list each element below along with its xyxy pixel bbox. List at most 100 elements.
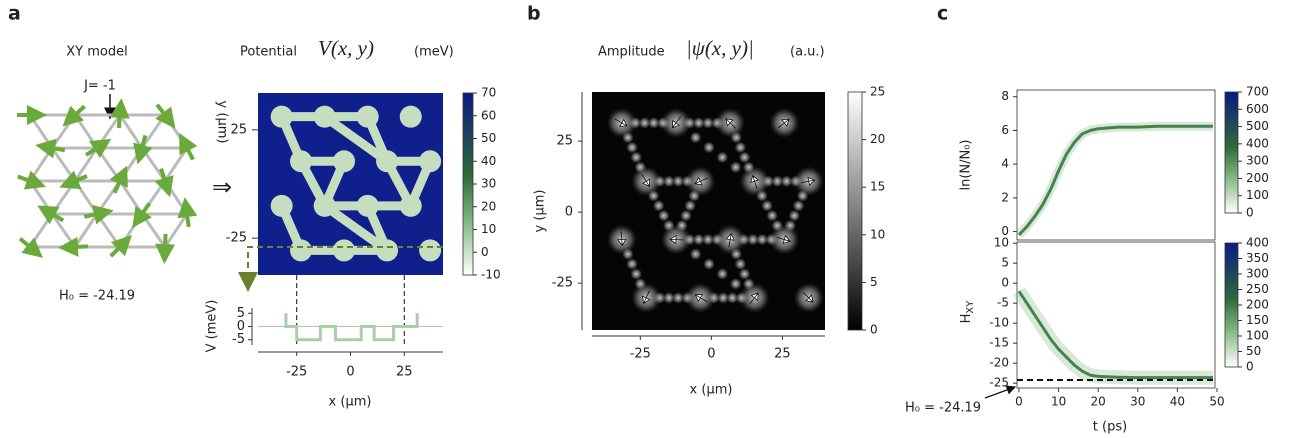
phase-arrow: [641, 174, 651, 187]
y-tick-label: -10: [989, 316, 1009, 330]
y-tick-label: 25: [230, 122, 247, 137]
y-tick-label: 25: [556, 134, 573, 149]
xy-lattice: [17, 98, 198, 264]
bead: [662, 291, 675, 304]
bead: [729, 161, 742, 174]
bond: [95, 114, 122, 149]
trap: [356, 105, 379, 128]
spin: [37, 205, 65, 225]
x-axis-label: t (ps): [1093, 420, 1127, 435]
bead: [702, 258, 715, 271]
x-tick-label: 30: [1130, 395, 1145, 409]
panel-letter: c: [937, 3, 948, 25]
y-tick-label: -25: [226, 231, 247, 246]
colorbar-tick-label: -10: [481, 268, 501, 282]
phase-arrow: [777, 118, 790, 129]
implies-arrow: ⇒: [212, 173, 232, 201]
bead: [734, 141, 747, 154]
trap: [313, 194, 336, 217]
plot-frame: [1016, 241, 1216, 389]
spin: [35, 138, 66, 159]
x-axis-label: x (μm): [690, 383, 733, 398]
y-axis-label: HXY: [959, 300, 977, 324]
colorbar-tick-label: 150: [1246, 313, 1269, 327]
bead: [684, 199, 697, 212]
bond: [118, 180, 144, 215]
trap: [270, 194, 293, 217]
amplitude-formula: |ψ(x, y)|: [686, 36, 754, 60]
y-tick-label: -15: [989, 336, 1009, 350]
potential-unit: (meV): [414, 45, 454, 60]
trap: [376, 239, 399, 262]
colorbar-tick-label: 100: [1246, 329, 1269, 343]
y-axis-label: ln(N/N₀): [959, 139, 974, 190]
x-tick-label: 0: [346, 365, 354, 380]
x-axis-label: x (μm): [329, 395, 372, 410]
trap: [399, 105, 422, 128]
colorbar: [1224, 91, 1239, 214]
y-tick-label: 0: [565, 205, 573, 220]
plot-frame: [1016, 89, 1216, 241]
bead: [716, 267, 729, 280]
colorbar-tick-label: 700: [1246, 85, 1269, 99]
trap: [399, 194, 422, 217]
y-tick-label: 10: [994, 236, 1009, 250]
trap: [419, 150, 442, 173]
phase-arrow: [802, 291, 814, 303]
trap: [333, 150, 356, 173]
phase-arrow: [776, 234, 791, 244]
colorbar-tick-label: 50: [1246, 344, 1261, 358]
bead: [738, 151, 751, 164]
colorbar-tick-label: 400: [1246, 236, 1269, 250]
y-tick-label: -20: [989, 356, 1009, 370]
colorbar-tick-label: 0: [1246, 206, 1254, 220]
spin: [109, 98, 130, 129]
y-tick-label: 8: [1001, 89, 1009, 103]
phase-arrow: [749, 292, 759, 305]
y-tick-label: -25: [552, 276, 573, 291]
spin: [155, 233, 176, 264]
y-tick-label: 2: [1001, 190, 1009, 204]
colorbar-tick-label: 600: [1246, 102, 1269, 116]
colorbar-tick-label: 30: [481, 177, 496, 191]
x-tick-label: 40: [1170, 395, 1185, 409]
amplitude-title: Amplitude: [598, 45, 665, 60]
bead: [692, 116, 705, 129]
spin: [58, 236, 89, 257]
bond: [28, 213, 54, 248]
phase-arrow: [750, 174, 760, 189]
colorbar-tick-label: 0: [481, 245, 489, 259]
bead: [692, 233, 705, 246]
bond: [140, 213, 167, 248]
bead: [738, 267, 751, 280]
bond: [73, 213, 99, 248]
bead: [729, 277, 742, 290]
y-axis-label: y (μm): [215, 101, 230, 144]
bead: [788, 209, 801, 222]
bead: [626, 258, 639, 271]
colorbar-tick-label: 5: [870, 275, 878, 289]
colorbar-tick-label: 0: [870, 323, 878, 337]
y-axis-label: y (μm): [533, 190, 548, 233]
bead: [766, 209, 779, 222]
spin: [62, 104, 86, 127]
bead: [679, 209, 692, 222]
trap: [419, 239, 442, 262]
bead: [771, 175, 784, 188]
panel-letter: a: [8, 3, 21, 25]
spin: [109, 165, 128, 194]
y-tick-label: 0: [1001, 224, 1009, 238]
bead: [672, 175, 685, 188]
spin: [177, 197, 198, 228]
bead: [716, 151, 729, 164]
channel: [322, 112, 390, 165]
colorbar-tick-label: 0: [1246, 360, 1254, 374]
colorbar-tick-label: 100: [1246, 188, 1269, 202]
x-tick-label: 25: [396, 365, 413, 380]
phase-arrow: [725, 118, 737, 129]
y-tick-label: -5: [997, 296, 1009, 310]
spin: [179, 132, 198, 161]
x-tick-label: -25: [286, 365, 307, 380]
